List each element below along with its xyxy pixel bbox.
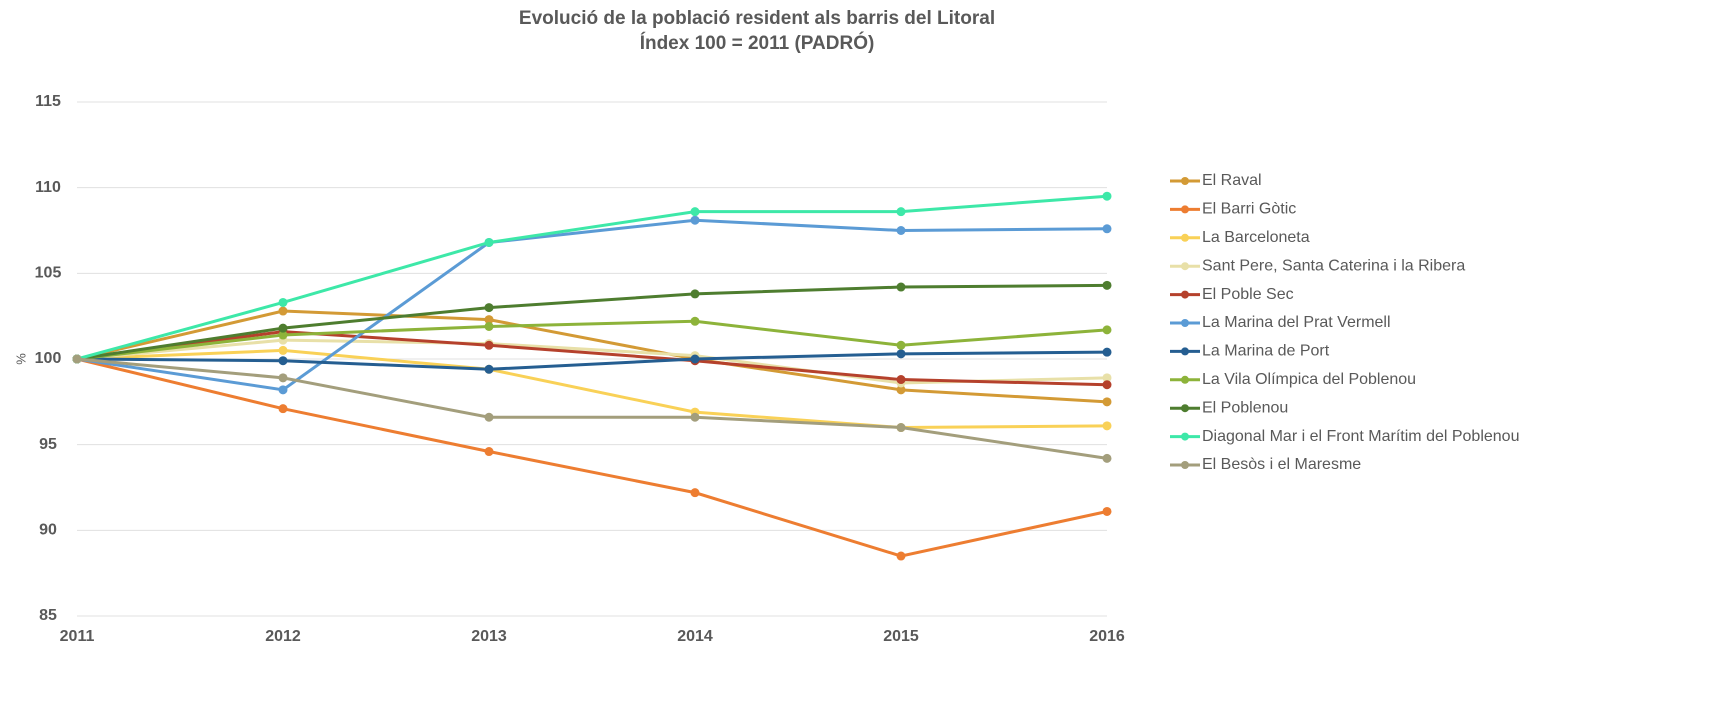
data-point bbox=[278, 330, 288, 340]
data-point bbox=[690, 316, 700, 326]
data-point bbox=[896, 207, 906, 217]
x-tick-label: 2012 bbox=[265, 628, 301, 645]
legend-marker bbox=[1181, 177, 1189, 185]
y-tick-label: 90 bbox=[39, 522, 57, 539]
series-line bbox=[76, 348, 1108, 430]
series-line bbox=[76, 194, 1108, 361]
data-point bbox=[1102, 280, 1112, 290]
data-point bbox=[1102, 397, 1112, 407]
data-point bbox=[896, 551, 906, 561]
data-point bbox=[278, 345, 288, 355]
x-tick-label: 2013 bbox=[471, 628, 507, 645]
data-point bbox=[896, 423, 906, 433]
x-tick-label: 2016 bbox=[1089, 628, 1125, 645]
y-tick-label: 115 bbox=[35, 93, 61, 110]
data-point bbox=[1102, 373, 1112, 383]
series-line bbox=[76, 218, 1108, 392]
data-point bbox=[896, 226, 906, 235]
legend-label: El Raval bbox=[1202, 172, 1262, 189]
data-point bbox=[484, 447, 494, 457]
data-point bbox=[1102, 453, 1112, 463]
x-tick-label: 2015 bbox=[883, 628, 919, 645]
data-point bbox=[278, 385, 288, 395]
data-point bbox=[278, 297, 288, 307]
data-point bbox=[1102, 347, 1112, 357]
legend-marker bbox=[1181, 205, 1189, 214]
data-point bbox=[896, 340, 906, 350]
data-point bbox=[896, 282, 906, 292]
legend-marker bbox=[1181, 233, 1189, 242]
legend-label: El Barri Gòtic bbox=[1202, 201, 1296, 218]
data-point bbox=[484, 237, 494, 247]
legend-marker bbox=[1181, 319, 1189, 327]
legend-marker bbox=[1181, 290, 1189, 299]
data-point bbox=[484, 303, 494, 313]
legend-marker bbox=[1181, 432, 1189, 441]
legend-label: Sant Pere, Santa Caterina i la Ribera bbox=[1202, 257, 1465, 274]
data-point bbox=[278, 356, 288, 366]
data-point bbox=[1102, 506, 1112, 516]
legend-label: La Barceloneta bbox=[1202, 229, 1310, 246]
series-line bbox=[76, 330, 1108, 387]
data-point bbox=[690, 215, 700, 225]
y-tick-label: 85 bbox=[39, 607, 57, 624]
data-point bbox=[690, 354, 700, 364]
chart-subtitle: Índex 100 = 2011 (PADRÓ) bbox=[640, 32, 875, 54]
data-point bbox=[484, 321, 494, 331]
x-tick-label: 2011 bbox=[60, 628, 95, 645]
x-tick-label: 2014 bbox=[677, 628, 713, 645]
data-point bbox=[484, 315, 494, 325]
data-point bbox=[484, 340, 494, 350]
legend-label: Diagonal Mar i el Front Marítim del Pobl… bbox=[1202, 428, 1519, 445]
legend-label: El Besòs i el Maresme bbox=[1202, 456, 1361, 473]
legend-marker bbox=[1181, 375, 1189, 384]
data-point bbox=[278, 306, 288, 316]
legend-label: La Marina de Port bbox=[1202, 343, 1330, 360]
legend-marker bbox=[1181, 347, 1189, 356]
legend-marker bbox=[1181, 461, 1189, 469]
legend-label: La Vila Olímpica del Poblenou bbox=[1202, 371, 1416, 388]
series-line bbox=[76, 338, 1108, 385]
data-point bbox=[1102, 325, 1112, 335]
data-point bbox=[278, 404, 288, 414]
data-point bbox=[278, 373, 288, 383]
data-point bbox=[72, 354, 82, 364]
chart-title: Evolució de la població resident als bar… bbox=[519, 8, 995, 29]
data-point bbox=[896, 375, 906, 385]
data-point bbox=[1102, 380, 1112, 390]
legend-marker bbox=[1181, 262, 1189, 271]
series-line bbox=[76, 309, 1108, 404]
legend-marker bbox=[1181, 404, 1189, 413]
series-line bbox=[76, 319, 1108, 361]
data-point bbox=[690, 488, 700, 498]
data-point bbox=[896, 385, 906, 395]
data-point bbox=[690, 207, 700, 217]
data-point bbox=[690, 289, 700, 299]
y-tick-label: 95 bbox=[39, 436, 57, 453]
data-point bbox=[690, 412, 700, 422]
y-axis-label: % bbox=[13, 353, 28, 365]
legend-label: La Marina del Prat Vermell bbox=[1202, 314, 1391, 331]
y-tick-label: 105 bbox=[35, 265, 62, 282]
data-point bbox=[484, 364, 494, 374]
data-point bbox=[278, 323, 288, 333]
data-point bbox=[1102, 191, 1112, 201]
data-point bbox=[484, 412, 494, 422]
y-tick-label: 100 bbox=[35, 350, 62, 367]
series-line bbox=[76, 283, 1108, 361]
legend-label: El Poble Sec bbox=[1202, 286, 1294, 303]
data-point bbox=[1102, 224, 1112, 234]
series-line bbox=[76, 350, 1108, 371]
y-tick-label: 110 bbox=[35, 179, 61, 196]
data-point bbox=[896, 349, 906, 359]
data-point bbox=[1102, 421, 1112, 431]
series-line bbox=[76, 357, 1108, 558]
series-line bbox=[76, 357, 1108, 460]
legend-label: El Poblenou bbox=[1202, 399, 1288, 416]
